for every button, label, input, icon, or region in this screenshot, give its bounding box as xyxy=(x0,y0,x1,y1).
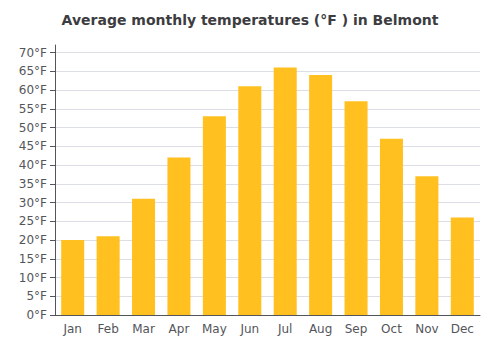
svg-text:60°F: 60°F xyxy=(19,83,47,97)
svg-text:20°F: 20°F xyxy=(19,233,47,247)
svg-text:55°F: 55°F xyxy=(19,102,47,116)
svg-text:Aug: Aug xyxy=(309,322,332,336)
svg-text:Dec: Dec xyxy=(451,322,474,336)
svg-text:Apr: Apr xyxy=(169,322,190,336)
svg-text:70°F: 70°F xyxy=(19,46,47,60)
svg-text:45°F: 45°F xyxy=(19,139,47,153)
svg-text:Mar: Mar xyxy=(132,322,155,336)
svg-text:Jan: Jan xyxy=(62,322,82,336)
svg-text:10°F: 10°F xyxy=(19,271,47,285)
svg-text:Oct: Oct xyxy=(381,322,402,336)
svg-text:30°F: 30°F xyxy=(19,196,47,210)
svg-text:Jun: Jun xyxy=(239,322,259,336)
svg-text:Average monthly temperatures (: Average monthly temperatures (°F ) in Be… xyxy=(62,12,439,28)
svg-text:25°F: 25°F xyxy=(19,214,47,228)
svg-text:35°F: 35°F xyxy=(19,177,47,191)
svg-text:0°F: 0°F xyxy=(26,308,47,322)
svg-text:15°F: 15°F xyxy=(19,252,47,266)
svg-text:Feb: Feb xyxy=(98,322,119,336)
svg-text:40°F: 40°F xyxy=(19,158,47,172)
svg-text:Jul: Jul xyxy=(277,322,292,336)
svg-text:5°F: 5°F xyxy=(26,289,47,303)
svg-text:May: May xyxy=(202,322,227,336)
svg-text:65°F: 65°F xyxy=(19,64,47,78)
svg-text:50°F: 50°F xyxy=(19,121,47,135)
svg-text:Sep: Sep xyxy=(345,322,368,336)
svg-text:Nov: Nov xyxy=(415,322,438,336)
